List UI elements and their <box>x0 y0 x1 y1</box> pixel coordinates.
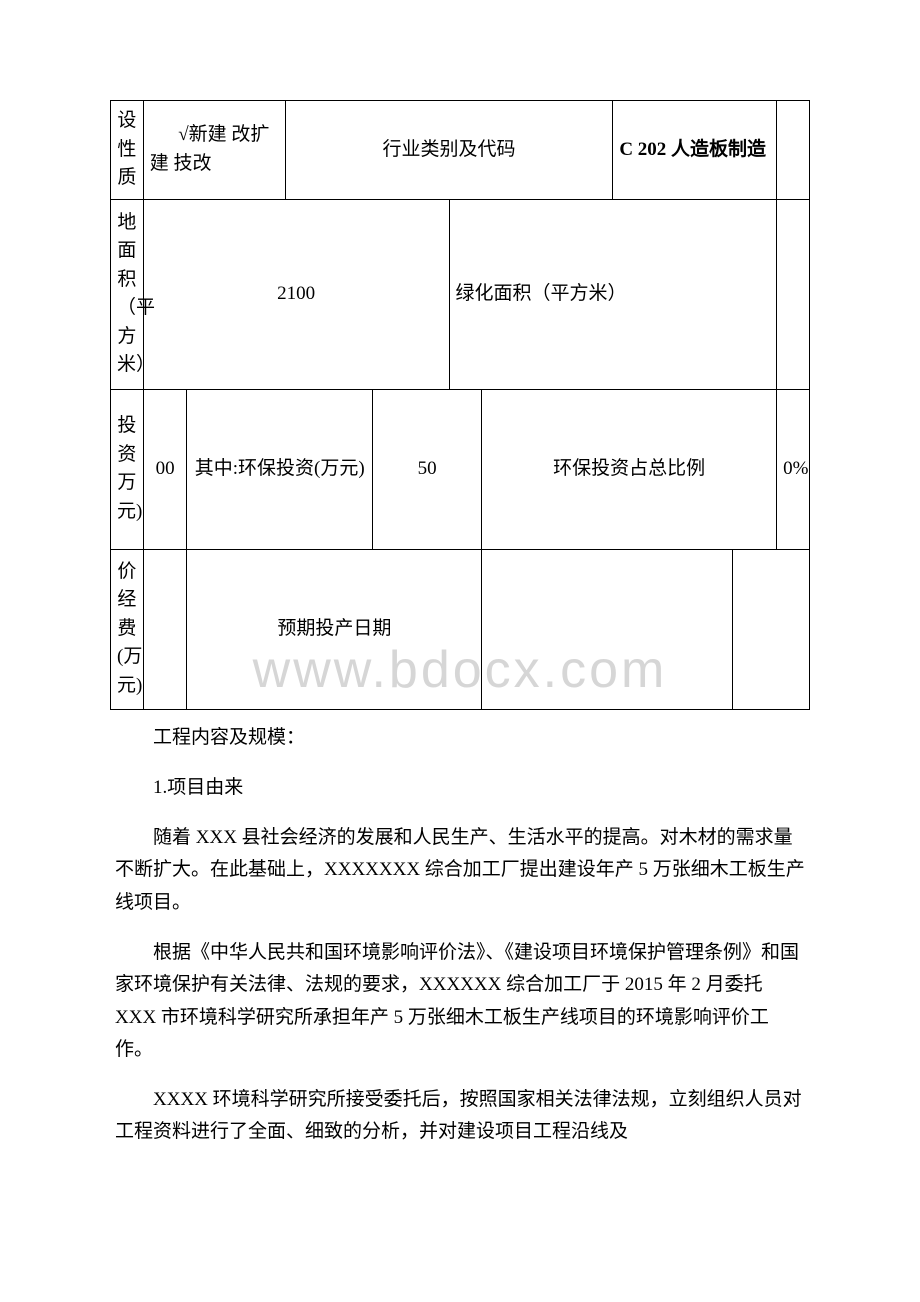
value-eval-cost <box>143 549 187 709</box>
label-eval-cost: 价经费(万元) <box>111 549 144 709</box>
paragraph-3: XXXX 环境科学研究所接受委托后，按照国家相关法律法规，立刻组织人员对工程资料… <box>115 1084 805 1149</box>
label-green-area: 绿化面积（平方米） <box>449 199 777 389</box>
row-investment: 投资 万元) 00 其中:环保投资(万元) 50 环保投资占总比例 0% <box>111 389 810 549</box>
project-info-table: 设性质 √新建 改扩建 技改 行业类别及代码 C 202 人造板制造 地面积（平… <box>110 100 810 710</box>
value-investment: 00 <box>143 389 187 549</box>
value-production-date <box>482 549 733 709</box>
value-construction-type: √新建 改扩建 技改 <box>143 101 285 200</box>
value-env-ratio: 0% <box>777 389 810 549</box>
value-env-investment: 50 <box>373 389 482 549</box>
label-land-area: 地面积（平方米） <box>111 199 144 389</box>
value-land-area: 2100 <box>143 199 449 389</box>
label-investment: 投资 万元) <box>111 389 144 549</box>
label-env-ratio: 环保投资占总比例 <box>482 389 777 549</box>
row-eval-cost: 价经费(万元) 预期投产日期 <box>111 549 810 709</box>
row-construction-type: 设性质 √新建 改扩建 技改 行业类别及代码 C 202 人造板制造 <box>111 101 810 200</box>
paragraph-2: 根据《中华人民共和国环境影响评价法》、《建设项目环境保护管理条例》和国家环境保护… <box>115 937 805 1066</box>
label-production-date: 预期投产日期 <box>187 549 482 709</box>
label-construction-type: 设性质 <box>111 101 144 200</box>
blank-cell <box>733 549 810 709</box>
row-area: 地面积（平方米） 2100 绿化面积（平方米） <box>111 199 810 389</box>
sub-heading: 1.项目由来 <box>115 772 805 804</box>
section-heading: 工程内容及规模： <box>115 722 805 754</box>
paragraph-1: 随着 XXX 县社会经济的发展和人民生产、生活水平的提高。对木材的需求量不断扩大… <box>115 822 805 919</box>
blank-cell <box>777 101 810 200</box>
value-industry-category: C 202 人造板制造 <box>613 101 777 200</box>
body-content: 工程内容及规模： 1.项目由来 随着 XXX 县社会经济的发展和人民生产、生活水… <box>110 722 810 1149</box>
label-industry-category: 行业类别及代码 <box>285 101 613 200</box>
value-green-area <box>777 199 810 389</box>
label-env-investment: 其中:环保投资(万元) <box>187 389 373 549</box>
